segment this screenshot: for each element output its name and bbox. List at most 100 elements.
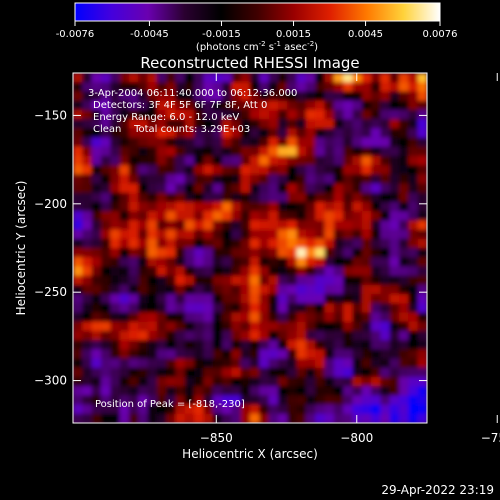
heatmap-pixel: [389, 119, 400, 129]
heatmap-pixel: [371, 413, 382, 423]
heatmap-pixel: [315, 183, 326, 194]
heatmap-pixel: [156, 229, 167, 240]
heatmap-pixel: [361, 257, 372, 268]
heatmap-pixel: [380, 109, 391, 120]
heatmap-pixel: [184, 294, 195, 304]
heatmap-pixel: [277, 266, 288, 277]
heatmap-pixel: [371, 137, 382, 148]
heatmap-pixel: [352, 109, 363, 120]
heatmap-pixel: [268, 312, 279, 323]
heatmap-pixel: [287, 100, 298, 111]
heatmap-pixel: [268, 238, 279, 249]
heatmap-pixel: [389, 192, 400, 203]
heatmap-pixel: [250, 294, 260, 304]
heatmap-pixel: [333, 220, 344, 231]
heatmap-pixel: [333, 358, 344, 369]
heatmap-pixel: [324, 192, 335, 203]
heatmap-pixel: [231, 266, 242, 277]
heatmap-pixel: [110, 201, 121, 212]
heatmap-pixel: [147, 229, 158, 240]
heatmap-pixel: [203, 303, 214, 314]
heatmap-pixel: [296, 349, 307, 360]
heatmap-pixel: [166, 257, 177, 268]
heatmap-pixel: [203, 201, 214, 212]
heatmap-pixel: [324, 376, 335, 387]
heatmap-pixel: [110, 330, 121, 341]
heatmap-pixel: [287, 174, 298, 185]
heatmap-pixel: [315, 91, 326, 102]
heatmap-pixel: [91, 275, 102, 286]
heatmap-pixel: [156, 91, 167, 102]
heatmap-pixel: [156, 340, 167, 350]
heatmap-pixel: [352, 211, 363, 221]
heatmap-pixel: [184, 211, 195, 221]
heatmap-pixel: [212, 192, 223, 203]
heatmap-pixel: [277, 294, 288, 304]
heatmap-pixel: [91, 312, 102, 323]
heatmap-pixel: [277, 183, 288, 194]
heatmap-pixel: [277, 174, 288, 185]
heatmap-pixel: [82, 312, 93, 323]
heatmap-pixel: [371, 303, 382, 314]
heatmap-pixel: [222, 257, 232, 268]
heatmap-pixel: [389, 312, 400, 323]
heatmap-pixel: [138, 275, 149, 286]
heatmap-pixel: [296, 174, 307, 185]
heatmap-pixel: [100, 340, 111, 350]
heatmap-pixel: [417, 266, 427, 277]
heatmap-pixel: [147, 73, 158, 83]
heatmap-pixel: [268, 174, 279, 185]
heatmap-pixel: [259, 146, 270, 157]
heatmap-pixel: [259, 358, 270, 369]
heatmap-pixel: [100, 119, 111, 129]
heatmap-pixel: [399, 82, 409, 93]
heatmap-pixel: [100, 100, 111, 111]
heatmap-pixel: [73, 137, 83, 148]
heatmap-pixel: [240, 330, 251, 341]
heatmap-pixel: [82, 284, 93, 295]
heatmap-pixel: [194, 284, 205, 295]
heatmap-pixel: [240, 100, 251, 111]
heatmap-pixel: [305, 358, 316, 369]
heatmap-pixel: [333, 349, 344, 360]
heatmap-pixel: [73, 413, 83, 423]
heatmap-pixel: [110, 73, 121, 83]
heatmap-pixel: [296, 294, 307, 304]
heatmap-pixel: [417, 413, 427, 423]
heatmap-pixel: [343, 349, 354, 360]
heatmap-pixel: [417, 128, 427, 139]
heatmap-pixel: [73, 174, 83, 185]
heatmap-pixel: [110, 248, 121, 258]
heatmap-pixel: [343, 109, 354, 120]
heatmap-pixel: [380, 395, 391, 406]
heatmap-pixel: [315, 229, 326, 240]
heatmap-pixel: [82, 294, 93, 304]
heatmap-pixel: [287, 146, 298, 157]
heatmap-pixel: [166, 192, 177, 203]
heatmap-pixel: [194, 100, 205, 111]
heatmap-pixel: [138, 137, 149, 148]
heatmap-pixel: [408, 312, 419, 323]
heatmap-pixel: [287, 358, 298, 369]
heatmap-pixel: [91, 174, 102, 185]
heatmap-pixel: [287, 192, 298, 203]
heatmap-pixel: [194, 174, 205, 185]
heatmap-pixel: [240, 413, 251, 423]
heatmap-pixel: [128, 155, 139, 166]
heatmap-pixel: [371, 404, 382, 415]
heatmap-pixel: [156, 201, 167, 212]
heatmap-pixel: [305, 303, 316, 314]
heatmap-pixel: [417, 183, 427, 194]
heatmap-pixel: [110, 284, 121, 295]
x-tick-label: −800: [340, 431, 373, 445]
heatmap-pixel: [268, 367, 279, 378]
heatmap-pixel: [119, 155, 130, 166]
heatmap-pixel: [138, 155, 149, 166]
heatmap-pixel: [305, 386, 316, 396]
heatmap-pixel: [399, 358, 409, 369]
heatmap-pixel: [371, 174, 382, 185]
heatmap-pixel: [212, 395, 223, 406]
y-tick-label: −300: [34, 374, 67, 388]
heatmap-pixel: [166, 284, 177, 295]
heatmap-pixel: [352, 165, 363, 175]
